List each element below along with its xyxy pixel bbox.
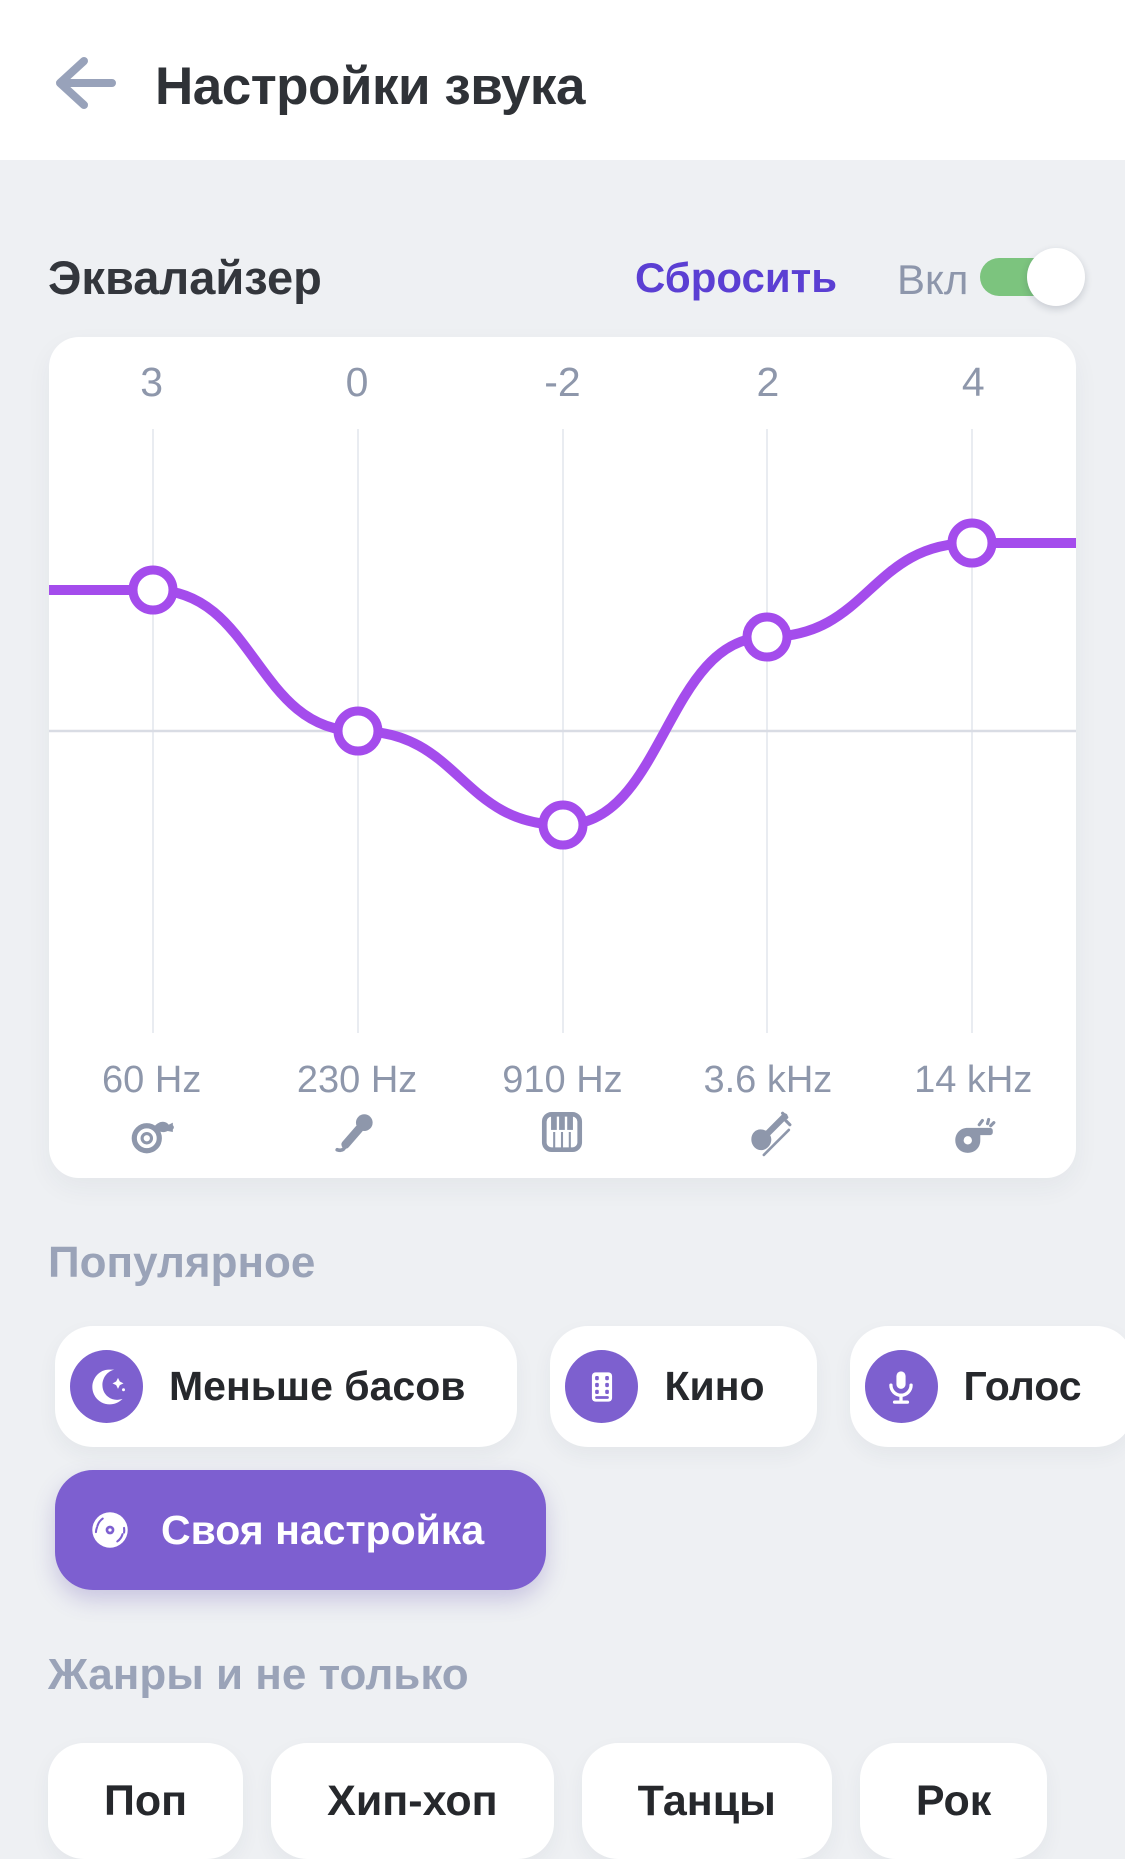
band-frequency: 14 kHz: [914, 1058, 1033, 1101]
equalizer-card: 3 0 -2 2 4 60 Hz 230 Hz 910 Hz 3.6 kHz 1…: [49, 337, 1076, 1178]
eq-handle-14khz[interactable]: [947, 518, 997, 568]
eq-handle-910hz[interactable]: [538, 800, 588, 850]
reset-button[interactable]: Сбросить: [635, 254, 838, 301]
violin-icon: [751, 1111, 792, 1157]
band-frequency: 230 Hz: [296, 1058, 418, 1101]
preset-less-bass[interactable]: Меньше басов: [55, 1326, 518, 1447]
genre-hiphop[interactable]: Хип-хоп: [271, 1743, 554, 1859]
vinyl-icon: [92, 1512, 128, 1548]
equalizer-chart: [49, 429, 1076, 1033]
popular-section-title: Популярное: [48, 1238, 316, 1287]
band-value: 2: [756, 358, 780, 405]
voice-mic-icon: [864, 1350, 938, 1423]
film-icon: [565, 1350, 639, 1423]
app-header: Настройки звука: [0, 0, 1125, 160]
tuba-icon: [131, 1121, 174, 1154]
preset-label: Своя настройка: [161, 1506, 485, 1553]
eq-handle-36khz[interactable]: [742, 612, 792, 662]
whistle-icon: [955, 1117, 996, 1153]
band-value: 3: [140, 358, 164, 405]
toggle-label: Вкл: [897, 256, 969, 303]
preset-voice[interactable]: Голос: [849, 1326, 1125, 1447]
presets-row: Меньше басов Кино Голо: [55, 1326, 1125, 1447]
microphone-icon: [335, 1114, 373, 1153]
preset-label: Кино: [664, 1363, 765, 1409]
band-icons-row: [49, 1107, 1076, 1157]
band-frequency: 60 Hz: [102, 1058, 202, 1101]
preset-movie[interactable]: Кино: [550, 1326, 817, 1447]
band-frequency: 3.6 kHz: [703, 1058, 833, 1101]
moon-icon: [70, 1350, 143, 1423]
equalizer-section-header: Эквалайзер Сбросить Вкл: [0, 246, 1125, 308]
genres-row: Поп Хип-хоп Танцы Рок: [48, 1743, 1048, 1859]
genres-section-title: Жанры и не только: [48, 1650, 469, 1699]
equalizer-toggle[interactable]: [980, 248, 1085, 306]
band-values-row: 3 0 -2 2 4: [49, 359, 1076, 405]
preset-custom-selected[interactable]: Своя настройка: [55, 1470, 547, 1590]
genre-dance[interactable]: Танцы: [581, 1743, 832, 1859]
band-frequency: 910 Hz: [502, 1058, 623, 1101]
band-freqs-row: 60 Hz 230 Hz 910 Hz 3.6 kHz 14 kHz: [49, 1057, 1076, 1103]
eq-handle-60hz[interactable]: [128, 565, 178, 615]
arrow-left-icon: [56, 57, 116, 109]
genre-pop[interactable]: Поп: [48, 1743, 244, 1859]
page-title: Настройки звука: [155, 57, 585, 116]
back-button[interactable]: [48, 50, 118, 116]
genre-rock[interactable]: Рок: [859, 1743, 1048, 1859]
preset-label: Голос: [963, 1363, 1082, 1409]
band-value: 0: [345, 358, 369, 405]
eq-handle-230hz[interactable]: [333, 706, 383, 756]
equalizer-title: Эквалайзер: [48, 251, 322, 304]
preset-label: Меньше басов: [169, 1363, 466, 1409]
band-value: -2: [544, 358, 581, 405]
piano-icon: [542, 1111, 583, 1153]
toggle-knob: [1027, 248, 1085, 306]
band-value: 4: [961, 358, 985, 405]
